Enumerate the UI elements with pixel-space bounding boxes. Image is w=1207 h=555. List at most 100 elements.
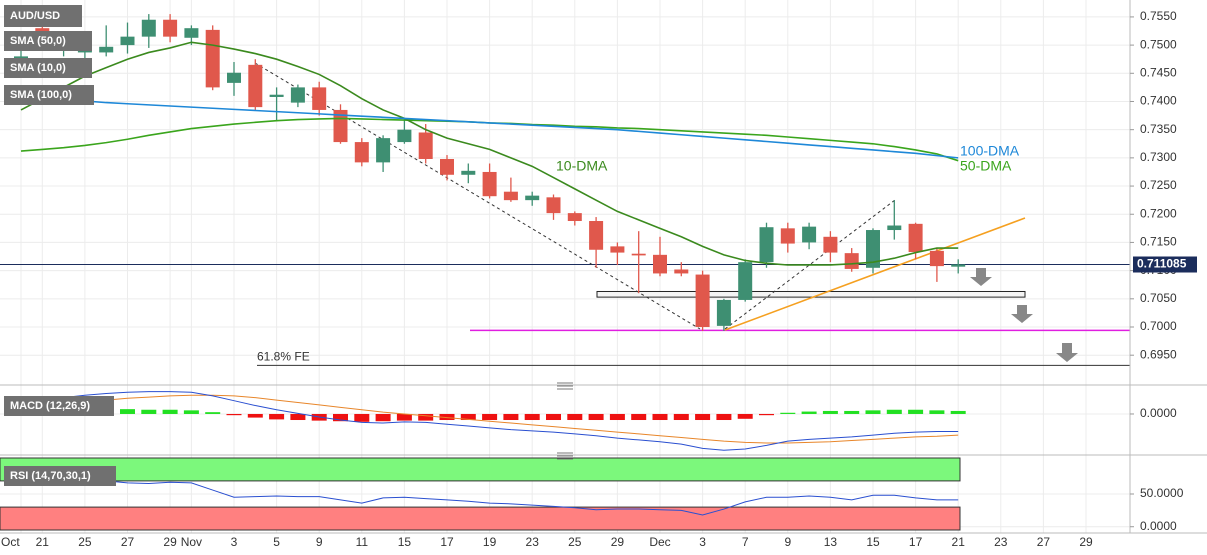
macd-histogram-bar bbox=[737, 413, 753, 419]
x-tick-label: 15 bbox=[866, 535, 880, 549]
candle-body bbox=[866, 230, 880, 268]
candle-body bbox=[929, 250, 944, 267]
macd-histogram-bar bbox=[822, 410, 838, 414]
macd-histogram-bar bbox=[354, 413, 370, 422]
x-tick-label: 23 bbox=[526, 535, 540, 549]
x-tick-label: 3 bbox=[699, 535, 706, 549]
candle-body bbox=[482, 171, 497, 197]
x-tick-label: 21 bbox=[36, 535, 50, 549]
indicator-line bbox=[20, 394, 959, 444]
x-tick-label: 23 bbox=[994, 535, 1008, 549]
macd-histogram-bar bbox=[183, 410, 199, 414]
down-arrow bbox=[1056, 343, 1078, 362]
legend-entry[interactable]: SMA (100,0) bbox=[10, 89, 72, 101]
candle-body bbox=[780, 228, 795, 244]
macd-histogram-bar bbox=[460, 413, 476, 421]
rsi-title[interactable]: RSI (14,70,30,1) bbox=[10, 470, 91, 482]
y-tick-label: 0.7050 bbox=[1140, 291, 1177, 305]
x-tick-label: 17 bbox=[909, 535, 923, 549]
macd-title[interactable]: MACD (12,26,9) bbox=[10, 400, 90, 412]
candle-body bbox=[525, 195, 540, 201]
trend-dashed bbox=[254, 62, 701, 330]
macd-histogram-bar bbox=[482, 413, 498, 421]
x-tick-label: 25 bbox=[568, 535, 582, 549]
macd-histogram-bar bbox=[546, 413, 561, 421]
line-label: 10-DMA bbox=[556, 158, 608, 174]
macd-histogram-bar bbox=[567, 413, 583, 421]
y-tick-label: 0.7400 bbox=[1140, 94, 1177, 108]
candle-body bbox=[759, 227, 774, 263]
pane-grip[interactable] bbox=[557, 452, 573, 460]
macd-histogram-bar bbox=[609, 413, 625, 421]
macd-histogram-bar bbox=[141, 409, 157, 414]
candle-body bbox=[312, 87, 327, 110]
overbought-band bbox=[0, 457, 961, 482]
candle-body bbox=[269, 94, 284, 97]
y-tick-label: 0.7300 bbox=[1140, 150, 1177, 164]
candle-body bbox=[695, 274, 710, 328]
candle-body bbox=[887, 225, 902, 231]
legend-box[interactable] bbox=[4, 396, 114, 416]
legend-symbol[interactable]: AUD/USD bbox=[10, 10, 60, 22]
macd-histogram-bar bbox=[269, 413, 285, 420]
candle-body bbox=[589, 221, 604, 250]
macd-histogram-bar bbox=[716, 413, 732, 421]
candle-body bbox=[546, 197, 561, 214]
macd-histogram-bar bbox=[439, 413, 455, 421]
macd-histogram-bar bbox=[418, 413, 434, 421]
candle-body bbox=[653, 254, 667, 274]
candle-body bbox=[461, 170, 476, 175]
x-tick-label: Nov bbox=[181, 535, 202, 549]
candle-body bbox=[823, 236, 838, 253]
y-tick-label: 0.7450 bbox=[1140, 65, 1177, 79]
candle-body bbox=[141, 19, 156, 37]
fe-label: 61.8% FE bbox=[257, 350, 310, 364]
candle-body bbox=[120, 36, 135, 46]
macd-histogram-bar bbox=[524, 413, 540, 421]
candle-body bbox=[248, 64, 263, 108]
macd-histogram-bar bbox=[929, 410, 945, 414]
legend-box[interactable] bbox=[4, 58, 92, 78]
legend-entry[interactable]: SMA (10,0) bbox=[10, 62, 66, 74]
macd-histogram-bar bbox=[247, 413, 263, 418]
legend-box[interactable] bbox=[4, 85, 94, 105]
x-tick-label: 21 bbox=[952, 535, 966, 549]
x-tick-label: 27 bbox=[1037, 535, 1051, 549]
y-tick-label: 0.7550 bbox=[1140, 9, 1177, 23]
candle-body bbox=[674, 269, 689, 274]
candle-body bbox=[163, 19, 178, 37]
support-trendline bbox=[724, 217, 1026, 331]
candle-body bbox=[227, 72, 241, 83]
line-label: 100-DMA bbox=[960, 143, 1020, 159]
macd-histogram-bar bbox=[886, 409, 902, 414]
x-tick-label: 27 bbox=[121, 535, 135, 549]
candle-body bbox=[567, 213, 582, 222]
macd-histogram-bar bbox=[844, 410, 860, 414]
x-tick-label: 13 bbox=[824, 535, 838, 549]
candle-body bbox=[738, 262, 753, 300]
macd-histogram-bar bbox=[162, 409, 178, 414]
macd-histogram-bar bbox=[396, 413, 412, 421]
legend-box[interactable] bbox=[4, 5, 82, 27]
legend-box[interactable] bbox=[4, 466, 116, 486]
x-tick-label: 25 bbox=[78, 535, 92, 549]
indicator-line bbox=[20, 479, 959, 516]
legend-box[interactable] bbox=[4, 31, 92, 51]
x-tick-label: 3 bbox=[231, 535, 238, 549]
x-tick-label: 29 bbox=[163, 535, 177, 549]
macd-histogram-bar bbox=[695, 413, 711, 421]
candle-body bbox=[397, 129, 412, 143]
candle-body bbox=[205, 29, 220, 88]
support-zone bbox=[596, 290, 1026, 298]
y-tick-label: 0.7250 bbox=[1140, 178, 1177, 192]
y-tick-label: 0.7200 bbox=[1140, 206, 1177, 220]
candle-body bbox=[354, 142, 369, 163]
pane-grip[interactable] bbox=[557, 382, 573, 390]
legend-entry[interactable]: SMA (50,0) bbox=[10, 35, 66, 47]
macd-histogram-bar bbox=[673, 413, 689, 421]
candle-body bbox=[290, 87, 305, 103]
oversold-band bbox=[0, 506, 961, 531]
y-tick-label: 0.0000 bbox=[1140, 406, 1177, 420]
last-price-label: 0.711085 bbox=[1137, 257, 1187, 271]
